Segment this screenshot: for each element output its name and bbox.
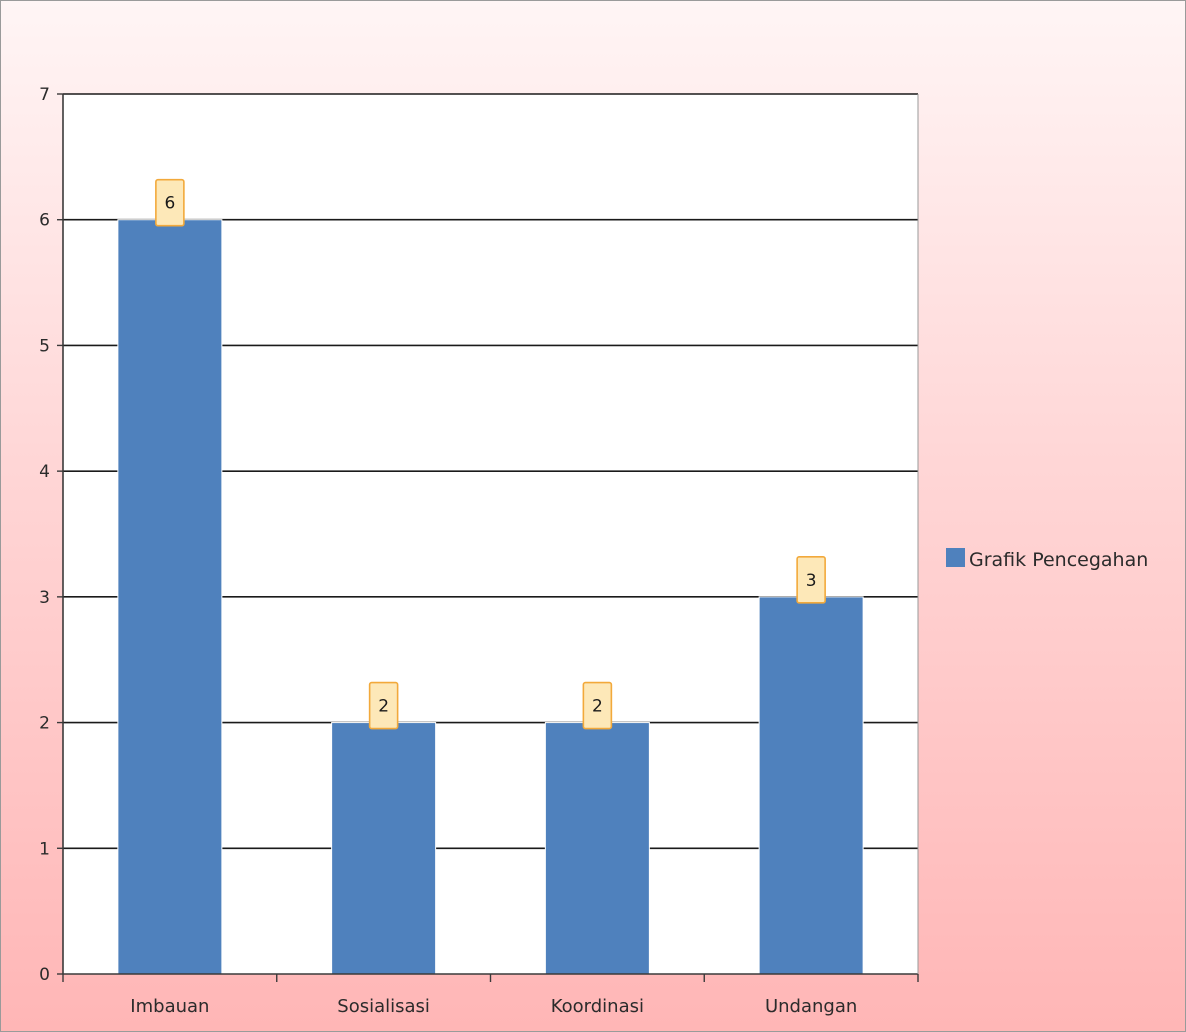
legend-label: Grafik Pencegahan: [969, 549, 1148, 571]
data-label: 6: [155, 178, 185, 227]
data-label-box: [582, 681, 613, 730]
x-category-label: Sosialisasi: [337, 996, 430, 1017]
bar-sosialisasi: [331, 722, 437, 975]
x-category-label: Imbauan: [130, 996, 209, 1017]
data-label-value: 2: [378, 697, 389, 717]
y-tick-label: 3: [39, 588, 50, 608]
bar-imbauan: [117, 219, 223, 975]
legend-swatch: [946, 548, 965, 567]
y-tick-label: 0: [39, 965, 50, 985]
data-label: 2: [582, 681, 613, 730]
axes: 0 1 2 3 4 5 6 7 Imbauan Sosialisasi Koordinasi Unda…: [39, 85, 919, 1017]
data-label: 3: [796, 556, 826, 604]
data-label-box: [368, 681, 399, 730]
x-category-label: Koordinasi: [551, 996, 644, 1017]
data-labels: 6 2 2 3: [155, 178, 826, 730]
data-label: 2: [368, 681, 399, 730]
legend: Grafik Pencegahan: [946, 548, 1148, 571]
data-label-value: 3: [806, 571, 817, 591]
bar-undangan: [758, 596, 864, 975]
bar-koordinasi: [544, 722, 650, 975]
data-label-box: [155, 178, 185, 227]
x-category-label: Undangan: [765, 996, 857, 1017]
y-tick-label: 2: [39, 714, 50, 734]
data-label-value: 2: [592, 697, 603, 717]
y-tick-label: 5: [39, 336, 50, 356]
y-tick-label: 4: [39, 462, 50, 482]
data-label-value: 6: [164, 194, 175, 214]
y-tick-label: 1: [39, 839, 50, 859]
y-tick-label: 6: [39, 211, 50, 231]
data-label-box: [796, 556, 826, 604]
y-tick-label: 7: [39, 85, 50, 105]
